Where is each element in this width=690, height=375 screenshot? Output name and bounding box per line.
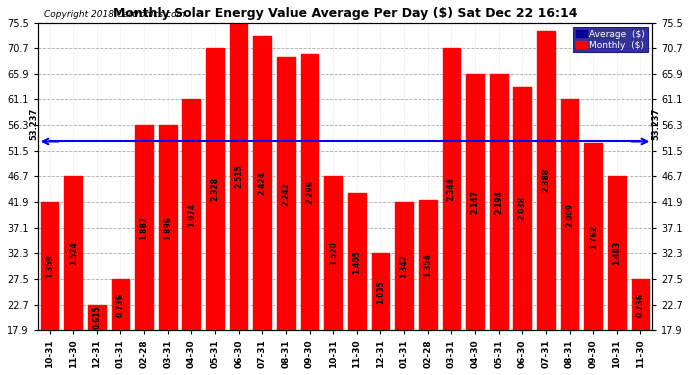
Text: 2.344: 2.344 xyxy=(447,177,456,201)
Text: 2.038: 2.038 xyxy=(518,196,526,220)
Bar xyxy=(182,99,200,375)
Text: 0.736: 0.736 xyxy=(636,292,645,316)
Bar xyxy=(301,54,318,375)
Bar xyxy=(41,202,59,375)
Text: 0.736: 0.736 xyxy=(116,292,125,316)
Text: 1.896: 1.896 xyxy=(164,216,172,240)
Text: 2.424: 2.424 xyxy=(258,171,267,195)
Bar xyxy=(88,304,106,375)
Bar xyxy=(561,99,578,375)
Bar xyxy=(159,125,177,375)
Bar xyxy=(490,74,508,375)
Bar xyxy=(631,279,649,375)
Text: Copyright 2018 Cartronics.com: Copyright 2018 Cartronics.com xyxy=(44,10,185,20)
Text: 1.483: 1.483 xyxy=(612,242,621,266)
Text: 1.762: 1.762 xyxy=(589,225,598,249)
Text: 1.405: 1.405 xyxy=(353,250,362,274)
Bar xyxy=(112,279,129,375)
Bar xyxy=(608,176,626,375)
Text: 1.342: 1.342 xyxy=(400,254,408,278)
Bar xyxy=(324,176,342,375)
Text: 1.520: 1.520 xyxy=(328,242,337,265)
Bar xyxy=(230,22,248,375)
Bar xyxy=(64,176,82,375)
Text: 1.354: 1.354 xyxy=(423,254,432,277)
Bar xyxy=(372,254,389,375)
Title: Monthly Solar Energy Value Average Per Day ($) Sat Dec 22 16:14: Monthly Solar Energy Value Average Per D… xyxy=(112,7,578,20)
Bar xyxy=(277,57,295,375)
Text: 53.237: 53.237 xyxy=(30,108,39,140)
Text: 2.009: 2.009 xyxy=(565,203,574,227)
Bar xyxy=(135,125,153,375)
Bar xyxy=(395,202,413,375)
Bar xyxy=(419,200,437,375)
Bar xyxy=(537,30,555,375)
Bar xyxy=(466,74,484,375)
Text: 2.328: 2.328 xyxy=(210,177,219,201)
Bar xyxy=(442,48,460,375)
Bar xyxy=(348,194,366,375)
Text: 0.615: 0.615 xyxy=(92,306,101,329)
Bar xyxy=(206,48,224,375)
Text: 2.194: 2.194 xyxy=(494,190,503,214)
Text: 2.147: 2.147 xyxy=(471,190,480,214)
Legend: Average  ($), Monthly  ($): Average ($), Monthly ($) xyxy=(573,27,648,52)
Bar xyxy=(253,36,271,375)
Text: 1.974: 1.974 xyxy=(187,203,196,227)
Text: 2.515: 2.515 xyxy=(234,165,243,188)
Text: 2.296: 2.296 xyxy=(305,180,314,204)
Text: 53.237: 53.237 xyxy=(651,108,660,140)
Text: 2.388: 2.388 xyxy=(542,168,551,192)
Bar xyxy=(584,143,602,375)
Text: 1.524: 1.524 xyxy=(69,242,78,265)
Text: 1.887: 1.887 xyxy=(139,216,148,240)
Text: 1.035: 1.035 xyxy=(376,280,385,304)
Text: 2.242: 2.242 xyxy=(282,182,290,206)
Text: 1.359: 1.359 xyxy=(45,254,54,278)
Bar xyxy=(513,87,531,375)
